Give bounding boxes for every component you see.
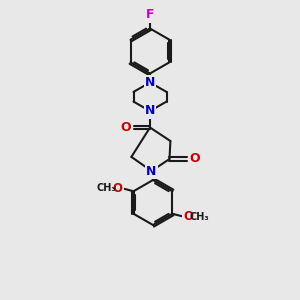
Text: F: F [146,8,154,22]
Text: CH₃: CH₃ [190,212,209,222]
Text: CH₃: CH₃ [97,183,116,193]
Text: O: O [121,121,131,134]
Text: N: N [146,164,157,178]
Text: O: O [112,182,123,195]
Text: N: N [145,104,155,118]
Text: O: O [183,210,194,223]
Text: O: O [189,152,200,166]
Text: N: N [145,76,155,89]
